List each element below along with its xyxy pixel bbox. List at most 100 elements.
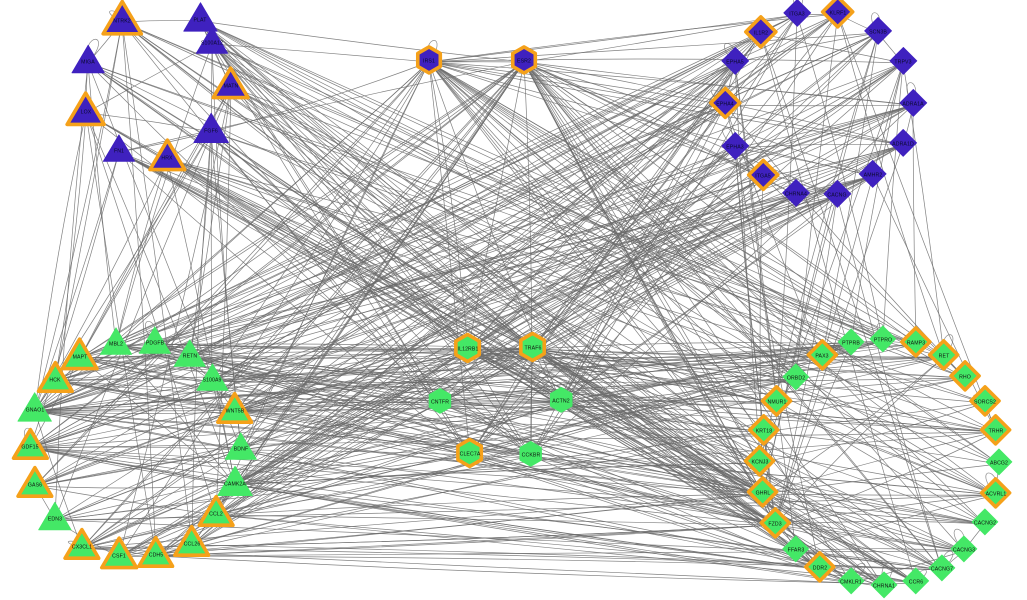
graph-node-il1r2[interactable]: IL1R2 xyxy=(744,14,778,49)
graph-node-ramp3[interactable]: RAMP3 xyxy=(900,325,932,358)
graph-node-krt18[interactable]: KRT18 xyxy=(748,413,780,446)
diamond-node-icon xyxy=(781,0,814,34)
triangle-node-icon xyxy=(182,0,218,41)
graph-node-pdgfb[interactable]: PDGFB xyxy=(138,325,172,354)
graph-node-retn[interactable]: RETN xyxy=(173,338,207,367)
graph-node-matn[interactable]: MATN xyxy=(211,65,251,100)
graph-node-itga3[interactable]: ITGA3 xyxy=(783,0,811,27)
diamond-node-icon xyxy=(744,409,784,454)
graph-node-trpv3[interactable]: TRPV3 xyxy=(889,46,917,75)
graph-node-miga[interactable]: MIGA xyxy=(71,44,105,73)
graph-node-bdnf[interactable]: BDNF xyxy=(224,431,258,460)
graph-node-epha3[interactable]: EPHA3 xyxy=(721,131,749,160)
node-label: PDGFB xyxy=(145,340,165,347)
node-label: KRT18 xyxy=(755,428,773,435)
node-label: S100A12 xyxy=(200,40,224,47)
node-label: NMUR1 xyxy=(767,399,787,406)
graph-node-fgf6[interactable]: FGF6 xyxy=(193,112,229,143)
diamond-node-icon xyxy=(900,564,932,600)
graph-node-chrna4[interactable]: CHRNA4 xyxy=(782,178,810,207)
graph-node-ntrk2[interactable]: NTRK2 xyxy=(101,0,143,36)
graph-node-irs1[interactable]: IRS1 xyxy=(415,44,443,75)
diamond-node-icon xyxy=(740,10,782,57)
graph-node-kcnj3[interactable]: KCNJ3 xyxy=(744,444,776,477)
graph-node-mapt[interactable]: MAPT xyxy=(60,336,100,371)
graph-node-hck[interactable]: HCK xyxy=(36,360,74,393)
graph-node-s100a9[interactable]: S100A9 xyxy=(195,362,229,391)
graph-node-epha5[interactable]: EPHA5 xyxy=(721,46,749,75)
graph-node-itga5[interactable]: ITGA5 xyxy=(746,158,780,191)
graph-node-cacng7[interactable]: CACNG7 xyxy=(928,554,956,581)
graph-node-ptpro[interactable]: PTPRO xyxy=(869,325,897,352)
graph-node-acvrl1[interactable]: ACVRL1 xyxy=(980,476,1012,509)
node-label: GDF15 xyxy=(21,444,39,451)
graph-node-ddr2[interactable]: DDR2 xyxy=(804,550,836,583)
graph-node-camk2a[interactable]: CAMK2A xyxy=(217,465,253,496)
node-label: GAS6 xyxy=(27,482,43,489)
graph-node-lox[interactable]: LOX xyxy=(65,90,107,126)
graph-node-epha4[interactable]: EPHA4 xyxy=(708,86,742,119)
graph-node-ret[interactable]: RET xyxy=(928,338,960,371)
graph-node-scn3b[interactable]: SCN3B xyxy=(864,16,892,45)
diamond-node-icon xyxy=(896,321,936,366)
graph-node-cdh5[interactable]: CDH5 xyxy=(137,535,175,568)
node-label: CCR6 xyxy=(908,579,924,586)
graph-node-cacng2[interactable]: CACNG2 xyxy=(971,508,999,535)
node-label: CHRNA1 xyxy=(873,583,895,590)
graph-node-hrx[interactable]: HRX xyxy=(147,137,187,172)
graph-node-csf1[interactable]: CSF1 xyxy=(99,535,139,570)
graph-node-cacng[interactable]: CACNG xyxy=(823,179,851,208)
graph-node-wnt5b[interactable]: WNT5B xyxy=(216,391,254,424)
graph-node-trhr[interactable]: TRHR xyxy=(980,413,1012,446)
graph-node-ffar3[interactable]: FFAR3 xyxy=(782,535,810,562)
graph-node-fn1[interactable]: FN1 xyxy=(102,133,136,162)
graph-node-rho[interactable]: RHO xyxy=(949,359,981,392)
graph-node-cx3cl1[interactable]: CX3CL1 xyxy=(63,527,101,560)
graph-node-plat[interactable]: PLAT xyxy=(182,1,218,32)
node-label: KLRF1 xyxy=(829,10,847,17)
graph-node-ccl26[interactable]: CCL26 xyxy=(173,524,211,557)
graph-node-orbd2[interactable]: ORBD2 xyxy=(782,363,810,390)
graph-node-actn2[interactable]: ACTN2 xyxy=(549,386,573,413)
graph-node-esr2[interactable]: ESR2 xyxy=(510,44,538,75)
node-label: CACNG7 xyxy=(930,566,954,573)
graph-node-il12rb1[interactable]: IL12RB1 xyxy=(454,332,482,363)
diamond-node-icon xyxy=(780,360,812,397)
graph-node-s100a12[interactable]: S100A12 xyxy=(195,25,229,54)
graph-node-nmur1[interactable]: NMUR1 xyxy=(761,384,793,417)
graph-node-ptprb[interactable]: PTPRB xyxy=(837,328,865,355)
graph-node-sorcs2[interactable]: SORCS2 xyxy=(969,384,1001,417)
graph-node-adra1d[interactable]: ADRA1D xyxy=(889,128,917,157)
graph-node-chrna1[interactable]: CHRNA1 xyxy=(870,571,898,598)
triangle-node-icon xyxy=(97,533,140,581)
graph-node-ccr6[interactable]: CCR6 xyxy=(902,567,930,594)
hexagon-node-icon xyxy=(424,385,455,421)
graph-node-edn3[interactable]: EDN3 xyxy=(38,501,72,530)
graph-node-fzd3[interactable]: FZD3 xyxy=(759,506,791,539)
graph-node-traf6[interactable]: TRAF6 xyxy=(519,331,547,362)
node-label: WNT5B xyxy=(225,408,245,415)
graph-node-cntfr[interactable]: CNTFR xyxy=(428,387,452,414)
node-label: ACVRL1 xyxy=(985,491,1007,498)
node-label: PTPRB xyxy=(842,340,860,347)
diamond-node-icon xyxy=(924,334,964,379)
graph-node-gnao1[interactable]: GNAO1 xyxy=(17,391,53,422)
graph-node-cacng3[interactable]: CACNG3 xyxy=(950,535,978,562)
node-label: FN1 xyxy=(113,148,125,155)
graph-node-ccl2[interactable]: CCL2 xyxy=(197,494,235,527)
graph-node-abcg2[interactable]: ABCG2 xyxy=(985,448,1013,475)
graph-node-mbl2[interactable]: MBL2 xyxy=(99,326,133,355)
hexagon-node-icon xyxy=(515,438,546,474)
graph-node-cckbr[interactable]: CCKBR xyxy=(519,440,543,467)
graph-node-cmklr1[interactable]: CMKLR1 xyxy=(837,567,865,594)
graph-node-gdf15[interactable]: GDF15 xyxy=(11,427,49,460)
graph-node-gas6[interactable]: GAS6 xyxy=(16,465,54,498)
graph-node-ghrl[interactable]: GHRL xyxy=(747,475,779,508)
graph-node-pax3[interactable]: PAX3 xyxy=(806,338,838,371)
node-label: PLAT xyxy=(193,17,207,24)
graph-node-klrf1[interactable]: KLRF1 xyxy=(821,0,855,29)
graph-node-adra1a[interactable]: ADRA1A xyxy=(899,88,927,117)
graph-node-amhr2[interactable]: AMHR2 xyxy=(859,159,887,188)
graph-node-clec7a[interactable]: CLEC7A xyxy=(456,437,484,468)
